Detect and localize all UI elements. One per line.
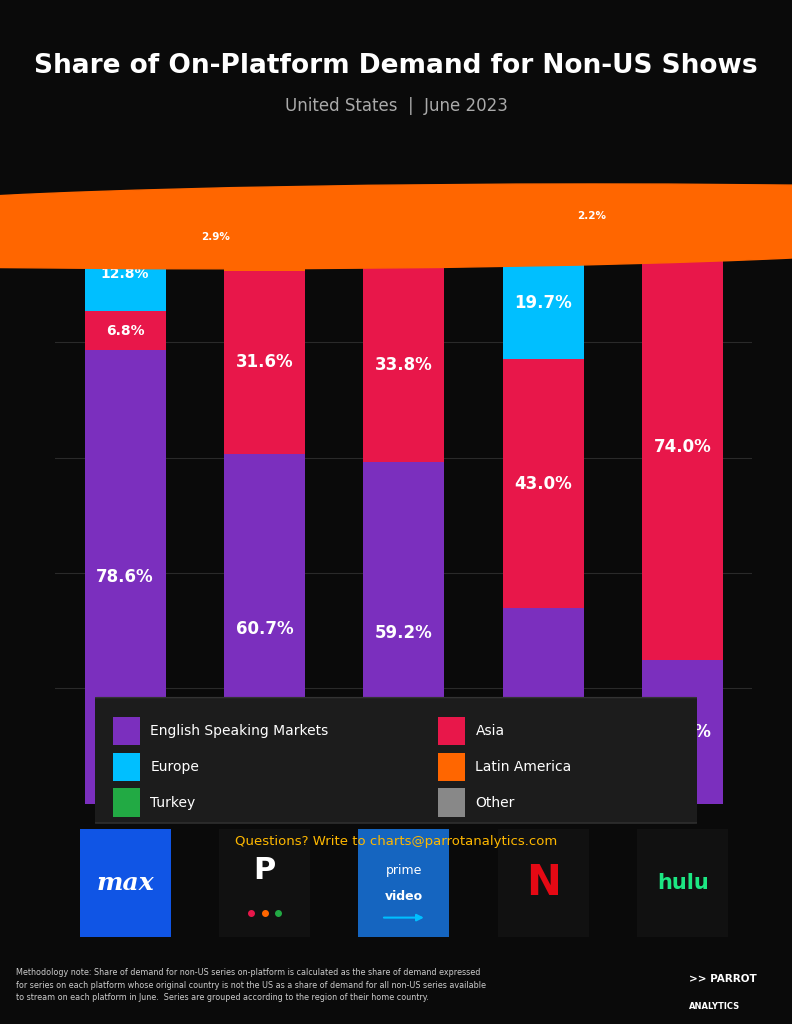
FancyBboxPatch shape [438, 788, 465, 817]
Bar [503, 246, 584, 359]
Text: video: video [385, 890, 423, 902]
FancyBboxPatch shape [495, 826, 592, 940]
Text: 31.6%: 31.6% [236, 353, 293, 372]
Text: Latin America: Latin America [475, 760, 572, 774]
FancyBboxPatch shape [438, 753, 465, 780]
Bar [503, 607, 584, 804]
FancyBboxPatch shape [77, 826, 173, 940]
Bar [503, 233, 584, 246]
Bar [224, 454, 305, 804]
Text: Other: Other [475, 796, 515, 810]
Bar [364, 226, 444, 239]
Bar [224, 237, 305, 254]
Text: N: N [526, 862, 561, 904]
FancyBboxPatch shape [634, 826, 731, 940]
Text: 34.0%: 34.0% [515, 696, 572, 715]
Text: 33.8%: 33.8% [375, 355, 432, 374]
Text: max: max [97, 871, 154, 895]
Bar [224, 254, 305, 271]
Bar [503, 359, 584, 607]
Text: 43.0%: 43.0% [515, 474, 572, 493]
FancyBboxPatch shape [438, 717, 465, 745]
Bar [364, 267, 444, 462]
Text: English Speaking Markets: English Speaking Markets [150, 724, 329, 738]
Text: prime: prime [386, 864, 422, 877]
Bar [364, 462, 444, 804]
Text: 2.9%: 2.9% [201, 232, 230, 242]
Text: 2.2%: 2.2% [577, 211, 607, 221]
Text: Methodology note: Share of demand for non-US series on-platform is calculated as: Methodology note: Share of demand for no… [16, 969, 485, 1002]
Text: 24.9%: 24.9% [653, 723, 712, 741]
Text: 4.9%: 4.9% [385, 246, 423, 260]
Text: >> PARROT: >> PARROT [689, 974, 757, 984]
Text: 3.1%: 3.1% [249, 241, 280, 251]
Text: hulu: hulu [657, 873, 709, 893]
Text: Turkey: Turkey [150, 796, 196, 810]
Bar [642, 233, 723, 660]
Bar [503, 226, 584, 233]
Bar [85, 226, 166, 238]
Text: 60.7%: 60.7% [236, 620, 293, 638]
FancyBboxPatch shape [113, 717, 140, 745]
Text: Asia: Asia [475, 724, 505, 738]
Text: ANALYTICS: ANALYTICS [689, 1001, 741, 1011]
Text: United States  |  June 2023: United States | June 2023 [284, 97, 508, 116]
Text: 12.8%: 12.8% [101, 267, 150, 281]
FancyBboxPatch shape [216, 826, 313, 940]
Text: 19.7%: 19.7% [515, 294, 572, 311]
Text: P: P [253, 856, 276, 885]
FancyBboxPatch shape [86, 697, 706, 823]
Text: 6.8%: 6.8% [106, 324, 144, 338]
Circle shape [0, 184, 792, 248]
Text: 74.0%: 74.0% [654, 437, 711, 456]
Bar [85, 238, 166, 311]
Bar [642, 660, 723, 804]
Bar [224, 226, 305, 237]
Text: 78.6%: 78.6% [97, 568, 154, 586]
Bar [642, 226, 723, 233]
FancyBboxPatch shape [113, 753, 140, 780]
Text: 59.2%: 59.2% [375, 624, 432, 642]
Bar [85, 311, 166, 350]
Bar [85, 350, 166, 804]
FancyBboxPatch shape [113, 788, 140, 817]
Bar [224, 271, 305, 454]
Circle shape [0, 206, 792, 269]
Text: Questions? Write to charts@parrotanalytics.com: Questions? Write to charts@parrotanalyti… [235, 836, 557, 848]
FancyBboxPatch shape [356, 826, 452, 940]
Text: Share of On-Platform Demand for Non-US Shows: Share of On-Platform Demand for Non-US S… [34, 52, 758, 79]
Text: Europe: Europe [150, 760, 200, 774]
Bar [364, 239, 444, 267]
